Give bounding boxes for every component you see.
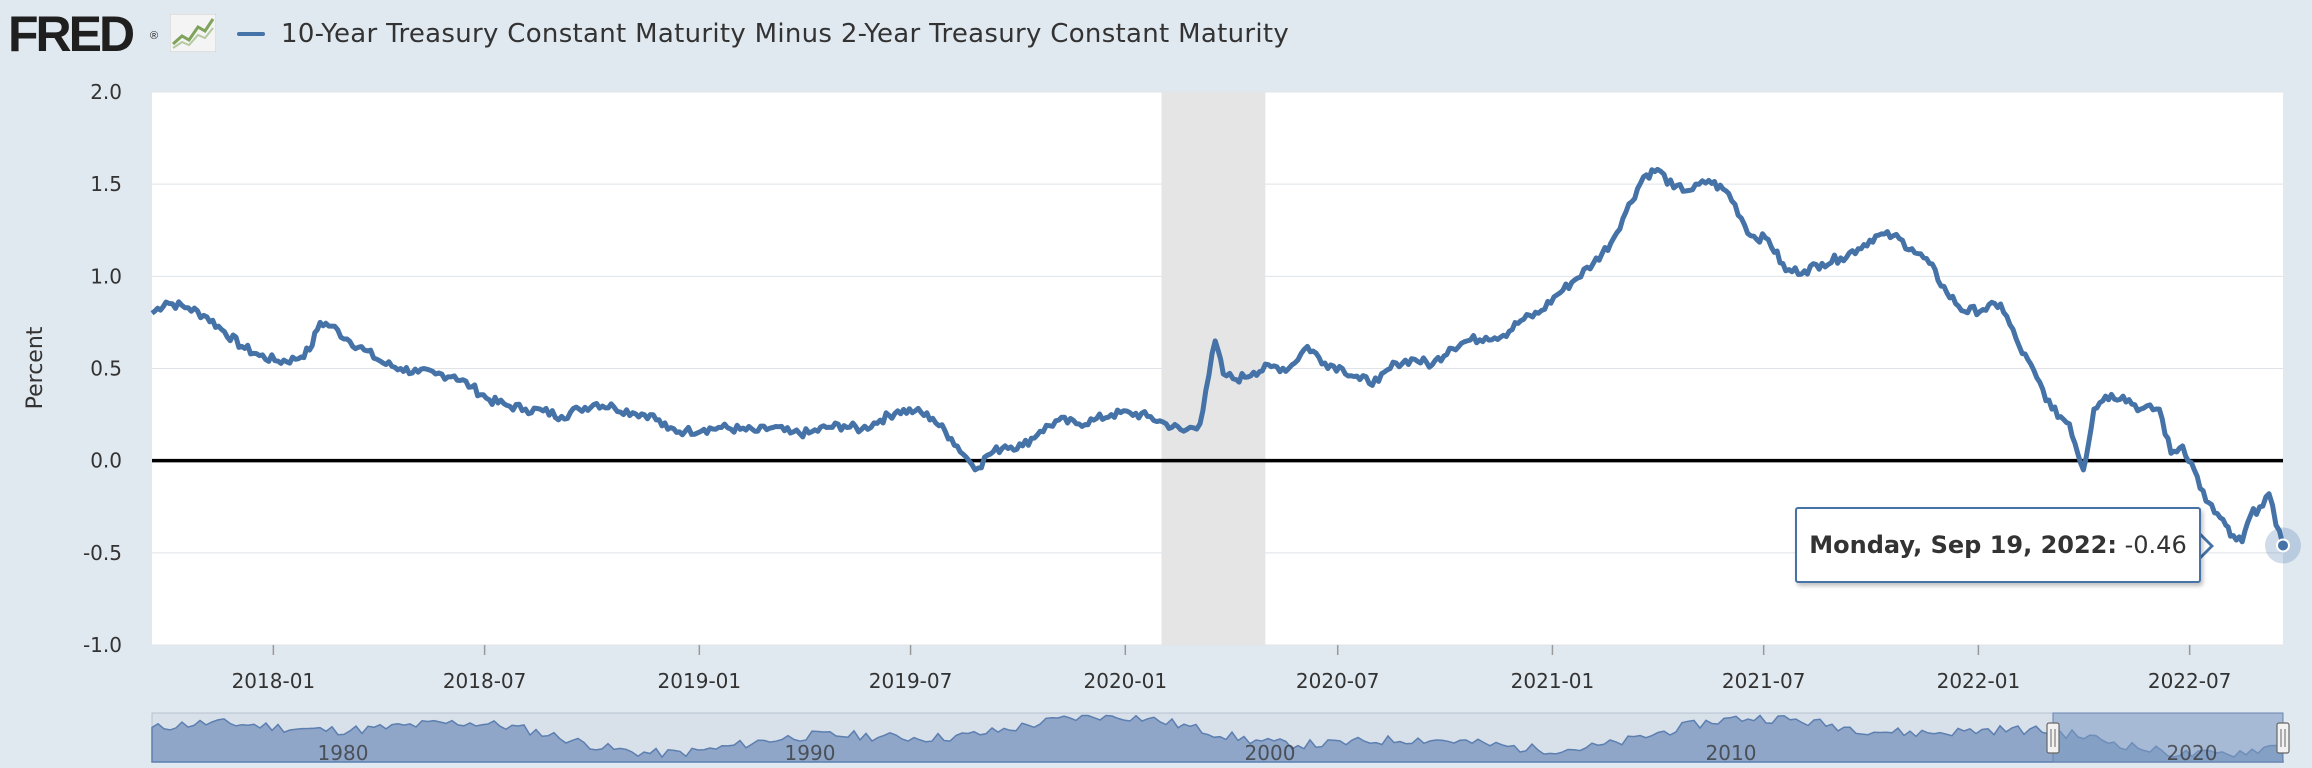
y-tick-label: -0.5: [83, 541, 122, 565]
tooltip: Monday, Sep 19, 2022: -0.46: [1795, 507, 2201, 583]
navigator-year-label: 1990: [785, 741, 836, 765]
tooltip-arrow-fill: [2199, 535, 2210, 557]
series-line[interactable]: [150, 166, 2286, 547]
registered-mark: ®: [150, 30, 159, 42]
tooltip-date: Monday, Sep 19, 2022:: [1809, 531, 2117, 559]
legend-entry[interactable]: 10-Year Treasury Constant Maturity Minus…: [237, 14, 1289, 54]
data-point[interactable]: [2276, 538, 2290, 553]
y-tick-label: 2.0: [90, 80, 122, 104]
x-tick-label: 2021-01: [1511, 669, 1595, 693]
navigator[interactable]: 1980 1990 2000 2010 2020: [151, 712, 2290, 765]
y-tick-label: 0.0: [90, 449, 122, 473]
navigator-year-label: 2020: [2167, 741, 2218, 765]
fred-graph-icon: [170, 14, 216, 52]
x-tick-label: 2018-01: [232, 669, 316, 693]
chart-header: FRED ® 10-Year Treasury Constant Maturit…: [0, 0, 2312, 70]
x-tick-label: 2019-07: [869, 669, 953, 693]
series-swatch: [237, 32, 265, 36]
x-tick-label: 2020-01: [1084, 669, 1168, 693]
x-tick-label: 2018-07: [443, 669, 527, 693]
y-axis-label: Percent: [23, 326, 48, 409]
y-tick-label: 0.5: [90, 357, 122, 381]
y-tick-label: 1.5: [90, 172, 122, 196]
x-tick-label: 2019-01: [658, 669, 742, 693]
x-tick-label: 2022-07: [2148, 669, 2232, 693]
navigator-handle[interactable]: [2046, 722, 2060, 754]
fred-logo[interactable]: FRED: [8, 6, 135, 62]
tooltip-value: -0.46: [2124, 531, 2187, 559]
navigator-year-label: 2010: [1706, 741, 1757, 765]
y-tick-label: -1.0: [83, 633, 122, 657]
navigator-year-label: 1980: [318, 741, 369, 765]
navigator-selection[interactable]: [2052, 712, 2284, 763]
x-tick-label: 2021-07: [1722, 669, 1806, 693]
navigator-series: [151, 714, 2284, 763]
y-tick-label: 1.0: [90, 264, 122, 288]
x-tick-label: 2020-07: [1296, 669, 1380, 693]
recession-band: [1161, 92, 1266, 645]
x-tick-label: 2022-01: [1937, 669, 2021, 693]
series-title: 10-Year Treasury Constant Maturity Minus…: [281, 19, 1290, 49]
navigator-handle[interactable]: [2276, 722, 2290, 754]
navigator-year-label: 2000: [1245, 741, 1296, 765]
